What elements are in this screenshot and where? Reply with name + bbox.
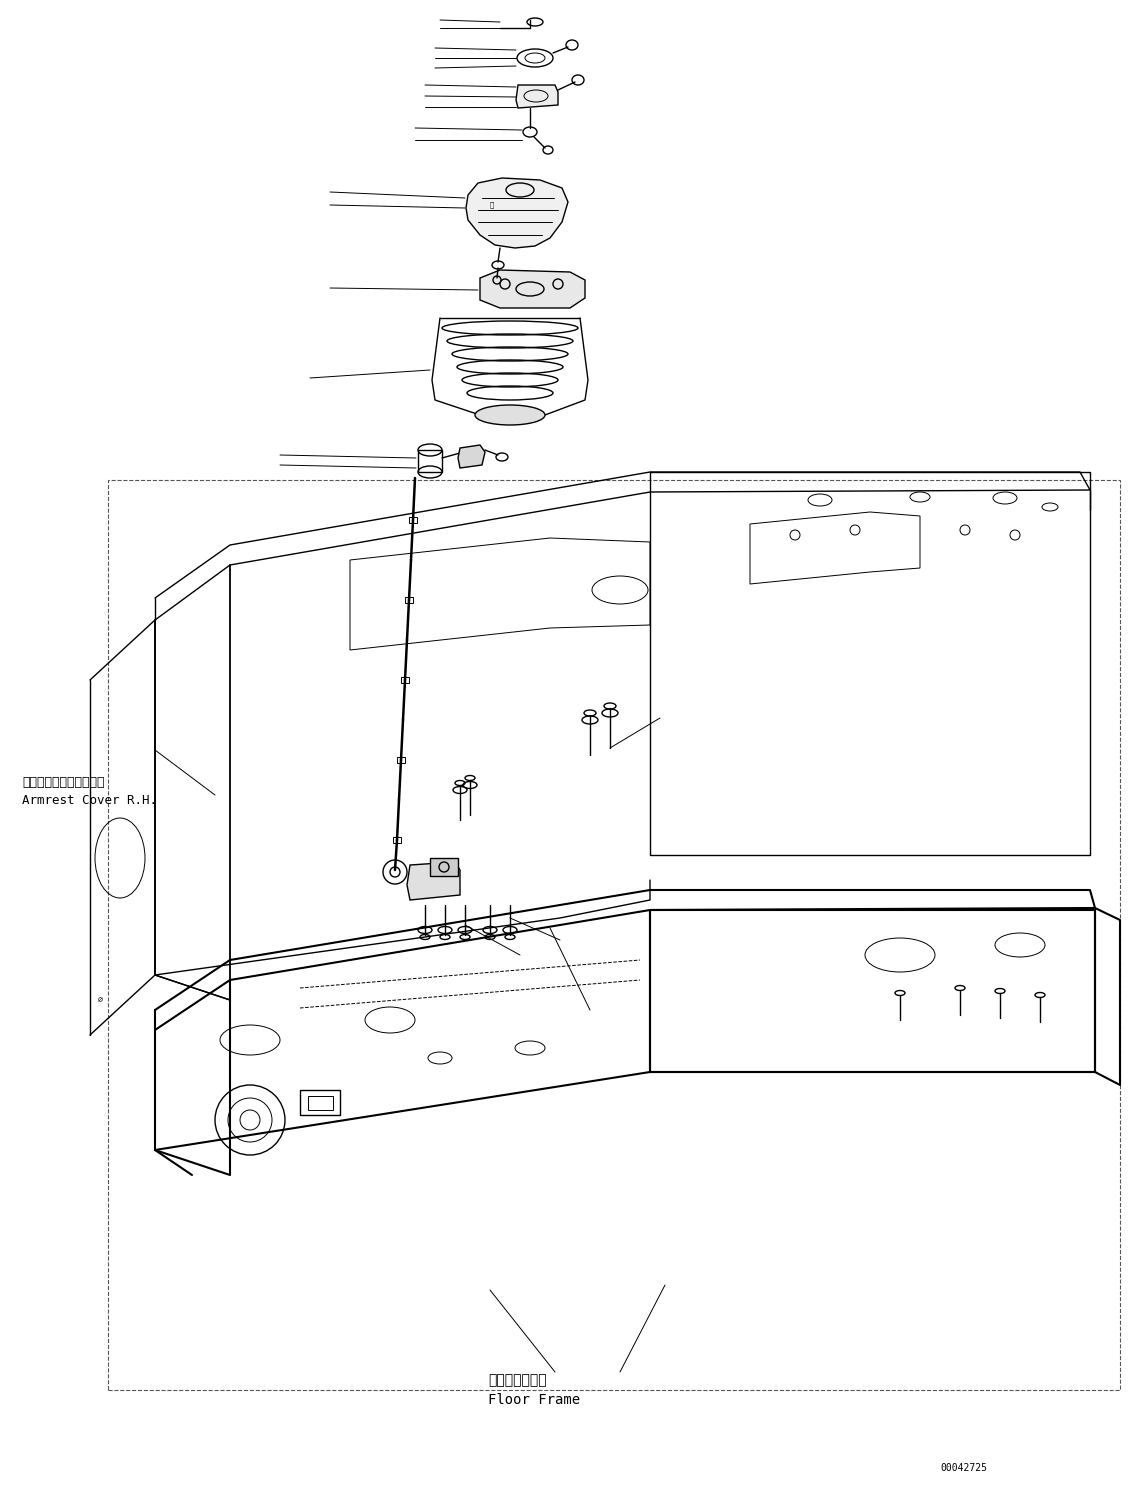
Text: Armrest Cover R.H.: Armrest Cover R.H. <box>22 794 157 807</box>
Bar <box>405 597 413 603</box>
Text: フロアフレーム: フロアフレーム <box>487 1373 547 1386</box>
Text: Floor Frame: Floor Frame <box>487 1394 580 1407</box>
Bar <box>430 858 458 876</box>
Text: 操: 操 <box>490 201 494 208</box>
Bar <box>409 517 418 523</box>
Polygon shape <box>458 445 485 468</box>
Text: アームレストカバー　右: アームレストカバー 右 <box>22 776 104 789</box>
Text: ∅: ∅ <box>97 996 102 1005</box>
Bar <box>301 1090 340 1115</box>
Polygon shape <box>466 179 568 249</box>
Bar <box>309 1096 333 1109</box>
Bar <box>418 450 442 472</box>
Bar <box>393 837 401 843</box>
Bar <box>108 479 1119 1391</box>
Bar <box>397 756 405 762</box>
Text: 00042725: 00042725 <box>941 1464 988 1473</box>
Ellipse shape <box>475 405 545 424</box>
Polygon shape <box>479 270 585 308</box>
Polygon shape <box>516 85 557 109</box>
Polygon shape <box>407 862 460 899</box>
Bar <box>401 677 409 683</box>
